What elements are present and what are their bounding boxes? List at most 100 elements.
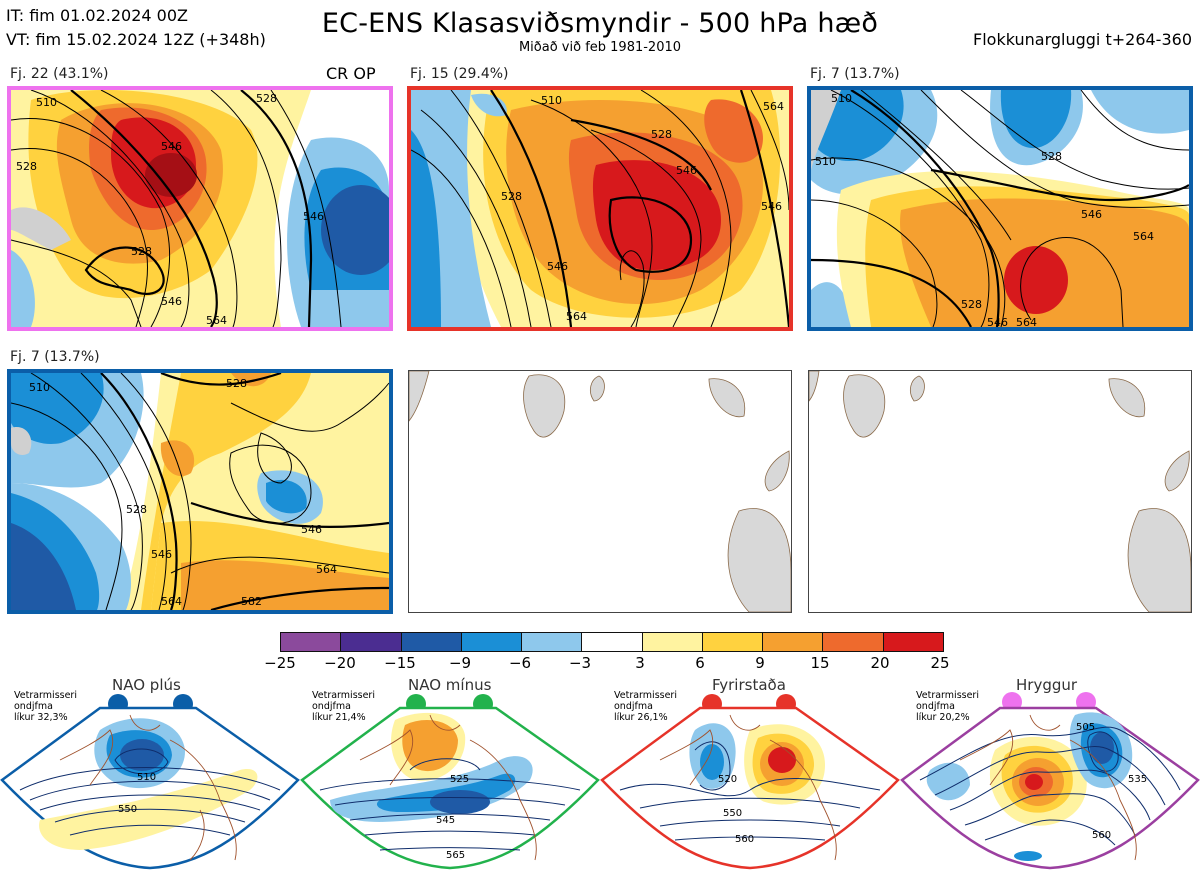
contour-label: 510 (815, 155, 836, 168)
colorbar-cell (763, 633, 824, 651)
regime-map-nao-minus: 525 545 565 (300, 694, 600, 870)
regime-3-name: Fyrirstaða (712, 676, 786, 694)
regime-contour-label: 525 (450, 774, 469, 785)
colorbar-tick: 3 (635, 654, 645, 672)
regime-note-line: ondjfma (312, 701, 351, 712)
contour-label: 528 (16, 160, 37, 173)
regime-note-line: ondjfma (916, 701, 955, 712)
contour-label: 564 (316, 563, 337, 576)
colorbar-cell (341, 633, 402, 651)
contour-label: 546 (1081, 208, 1102, 221)
regime-contour-label: 560 (735, 834, 754, 845)
header-times: IT: fim 01.02.2024 00Z VT: fim 15.02.202… (6, 4, 266, 52)
regime-4-name: Hryggur (1016, 676, 1078, 694)
contour-label: 546 (676, 164, 697, 177)
regime-2-name: NAO mínus (408, 676, 492, 694)
panel-4-label: Fj. 7 (13.7%) (10, 349, 100, 365)
regime-note-line: Vetrarmisseri (614, 690, 677, 701)
regime-note-line: Vetrarmisseri (14, 690, 77, 701)
regime-note-line: Vetrarmisseri (312, 690, 375, 701)
regime-note-line: líkur 26,1% (614, 712, 668, 723)
colorbar-cell (281, 633, 342, 651)
panel-2-label: Fj. 15 (29.4%) (410, 66, 509, 82)
regime-1-note: Vetrarmisseri ondjfma líkur 32,3% (14, 690, 77, 723)
colorbar-tick: 6 (695, 654, 705, 672)
contour-label: 528 (131, 245, 152, 258)
contour-label: 510 (541, 94, 562, 107)
regime-note-line: líkur 20,2% (916, 712, 970, 723)
regime-contour-label: 545 (436, 815, 455, 826)
page-subtitle: Miðað við feb 1981-2010 (518, 40, 682, 55)
colorbar-cell (522, 633, 583, 651)
regime-note-line: ondjfma (14, 701, 53, 712)
contour-label: 546 (547, 260, 568, 273)
contour-label: 528 (1041, 150, 1062, 163)
init-time: IT: fim 01.02.2024 00Z (6, 6, 188, 25)
page-title: EC-ENS Klasasviðsmyndir - 500 hPa hæð (321, 8, 879, 39)
panel-1-label: Fj. 22 (43.1%) (10, 66, 109, 82)
colorbar-cell (461, 633, 523, 651)
regime-contour-label: 550 (723, 808, 742, 819)
colorbar-tick: −25 (264, 654, 296, 672)
regime-contour-label: 520 (718, 774, 737, 785)
cluster-map-2: 510 528 528 546 546 546 564 564 (407, 86, 793, 331)
regime-map-nao-plus: 510 550 (0, 694, 300, 870)
contour-label: 564 (1016, 316, 1037, 327)
regime-note-line: Vetrarmisseri (916, 690, 979, 701)
cluster-map-3: 510 510 528 528 546 564 546 564 (807, 86, 1193, 331)
contour-label: 528 (501, 190, 522, 203)
colorbar-tick: −15 (384, 654, 416, 672)
colorbar-tick: −9 (448, 654, 472, 672)
empty-map-6 (808, 370, 1192, 613)
colorbar (280, 632, 944, 652)
regime-note-line: líkur 21,4% (312, 712, 366, 723)
colorbar-cell (582, 633, 643, 651)
contour-label: 528 (126, 503, 147, 516)
colorbar-cell (702, 633, 764, 651)
cluster-window: Flokkunargluggi t+264-360 (973, 30, 1192, 49)
contour-label: 546 (761, 200, 782, 213)
contour-label: 546 (161, 295, 182, 308)
regime-contour-label: 505 (1076, 722, 1095, 733)
regime-note-line: ondjfma (614, 701, 653, 712)
regime-contour-label: 550 (118, 804, 137, 815)
regime-contour-label: 510 (137, 772, 156, 783)
colorbar-tick: 9 (755, 654, 765, 672)
colorbar-tick: 20 (870, 654, 890, 672)
contour-label: 528 (961, 298, 982, 311)
contour-label: 564 (206, 314, 227, 327)
valid-time: VT: fim 15.02.2024 12Z (+348h) (6, 30, 266, 49)
contour-label: 528 (651, 128, 672, 141)
regime-2-note: Vetrarmisseri ondjfma líkur 21,4% (312, 690, 375, 723)
colorbar-cell (642, 633, 703, 651)
regime-contour-label: 560 (1092, 830, 1111, 841)
contour-label: 546 (161, 140, 182, 153)
colorbar-tick: −3 (568, 654, 592, 672)
panel-1-crop-label: CR OP (326, 64, 376, 83)
colorbar-cell (883, 633, 943, 651)
contour-label: 546 (151, 548, 172, 561)
contour-label: 528 (256, 92, 277, 105)
colorbar-tick: 25 (930, 654, 950, 672)
regime-1-name: NAO plús (112, 676, 181, 694)
colorbar-tick: −6 (508, 654, 532, 672)
contour-label: 546 (301, 523, 322, 536)
contour-label: 564 (566, 310, 587, 323)
colorbar-tick: 15 (810, 654, 830, 672)
empty-map-5 (408, 370, 792, 613)
contour-label: 510 (29, 381, 50, 394)
colorbar-cell (401, 633, 462, 651)
contour-label: 564 (161, 595, 182, 608)
contour-label: 528 (226, 377, 247, 390)
cluster-map-4: 510 528 528 546 546 564 564 582 (7, 369, 393, 614)
contour-label: 564 (1133, 230, 1154, 243)
regime-3-note: Vetrarmisseri ondjfma líkur 26,1% (614, 690, 677, 723)
contour-label: 510 (831, 92, 852, 105)
contour-label: 546 (303, 210, 324, 223)
regime-4-note: Vetrarmisseri ondjfma líkur 20,2% (916, 690, 979, 723)
contour-label: 510 (36, 96, 57, 109)
regime-map-ridge: 505 535 560 (900, 692, 1200, 870)
regime-contour-label: 565 (446, 850, 465, 861)
colorbar-tick: −20 (324, 654, 356, 672)
panel-3-label: Fj. 7 (13.7%) (810, 66, 900, 82)
